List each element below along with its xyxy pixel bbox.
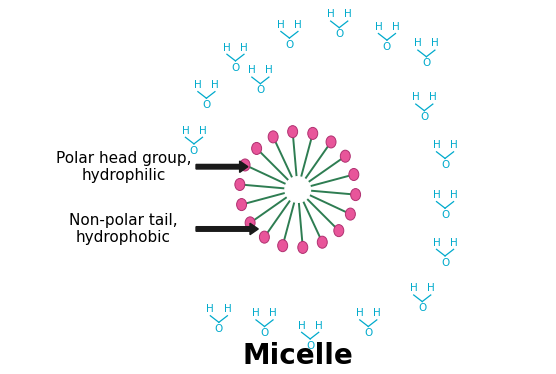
Ellipse shape <box>245 217 255 229</box>
Text: H: H <box>373 308 381 318</box>
Ellipse shape <box>268 131 278 143</box>
Text: H: H <box>211 80 219 90</box>
Text: H: H <box>182 126 189 136</box>
Ellipse shape <box>277 240 287 252</box>
Text: Non-polar tail,
hydrophobic: Non-polar tail, hydrophobic <box>69 213 178 245</box>
Text: H: H <box>450 237 458 248</box>
Ellipse shape <box>345 208 355 220</box>
Ellipse shape <box>298 241 308 254</box>
Text: H: H <box>240 43 248 53</box>
Text: O: O <box>202 100 211 110</box>
Text: H: H <box>327 9 335 19</box>
Text: O: O <box>441 258 449 268</box>
Text: H: H <box>224 304 231 314</box>
Ellipse shape <box>317 236 327 248</box>
Ellipse shape <box>240 159 250 171</box>
Text: H: H <box>269 308 277 318</box>
Text: H: H <box>277 20 285 30</box>
Text: H: H <box>433 237 440 248</box>
Ellipse shape <box>287 126 297 138</box>
Text: Polar head group,
hydrophilic: Polar head group, hydrophilic <box>56 150 191 183</box>
Text: H: H <box>356 308 364 318</box>
Text: H: H <box>294 20 302 30</box>
Text: O: O <box>231 62 240 73</box>
Text: H: H <box>412 92 420 102</box>
Text: H: H <box>433 190 440 200</box>
FancyArrow shape <box>196 161 248 172</box>
Text: H: H <box>298 321 305 331</box>
Ellipse shape <box>308 128 317 140</box>
Ellipse shape <box>326 136 336 148</box>
Text: O: O <box>306 341 314 350</box>
Ellipse shape <box>340 150 350 162</box>
Text: H: H <box>344 9 351 19</box>
Text: O: O <box>260 328 269 338</box>
Text: O: O <box>383 42 391 52</box>
Text: H: H <box>206 304 214 314</box>
Text: H: H <box>450 140 458 150</box>
Ellipse shape <box>351 188 361 200</box>
Text: O: O <box>418 303 426 313</box>
Text: H: H <box>375 22 383 32</box>
Ellipse shape <box>235 178 245 190</box>
Text: H: H <box>265 65 273 76</box>
Ellipse shape <box>349 168 359 181</box>
Text: O: O <box>420 112 429 122</box>
Text: O: O <box>335 29 344 39</box>
Text: H: H <box>414 39 421 49</box>
Text: O: O <box>441 210 449 220</box>
Text: H: H <box>433 140 440 150</box>
Text: Micelle: Micelle <box>242 341 353 370</box>
Ellipse shape <box>252 142 262 154</box>
Text: H: H <box>248 65 256 76</box>
Text: H: H <box>198 126 206 136</box>
Text: O: O <box>364 328 373 338</box>
Text: H: H <box>429 92 436 102</box>
Text: H: H <box>410 283 418 293</box>
Text: H: H <box>391 22 399 32</box>
Ellipse shape <box>334 225 344 237</box>
Ellipse shape <box>260 231 269 243</box>
Text: O: O <box>441 160 449 170</box>
Text: H: H <box>431 39 439 49</box>
Text: O: O <box>256 85 265 95</box>
Text: H: H <box>427 283 435 293</box>
Ellipse shape <box>237 199 246 211</box>
Text: H: H <box>450 190 458 200</box>
Text: O: O <box>215 324 223 334</box>
Text: H: H <box>252 308 260 318</box>
Text: O: O <box>190 145 198 156</box>
Text: O: O <box>285 40 294 50</box>
Text: O: O <box>422 58 430 68</box>
FancyArrow shape <box>196 223 259 234</box>
Text: H: H <box>315 321 322 331</box>
Text: H: H <box>194 80 202 90</box>
Text: H: H <box>223 43 231 53</box>
Circle shape <box>285 177 310 202</box>
